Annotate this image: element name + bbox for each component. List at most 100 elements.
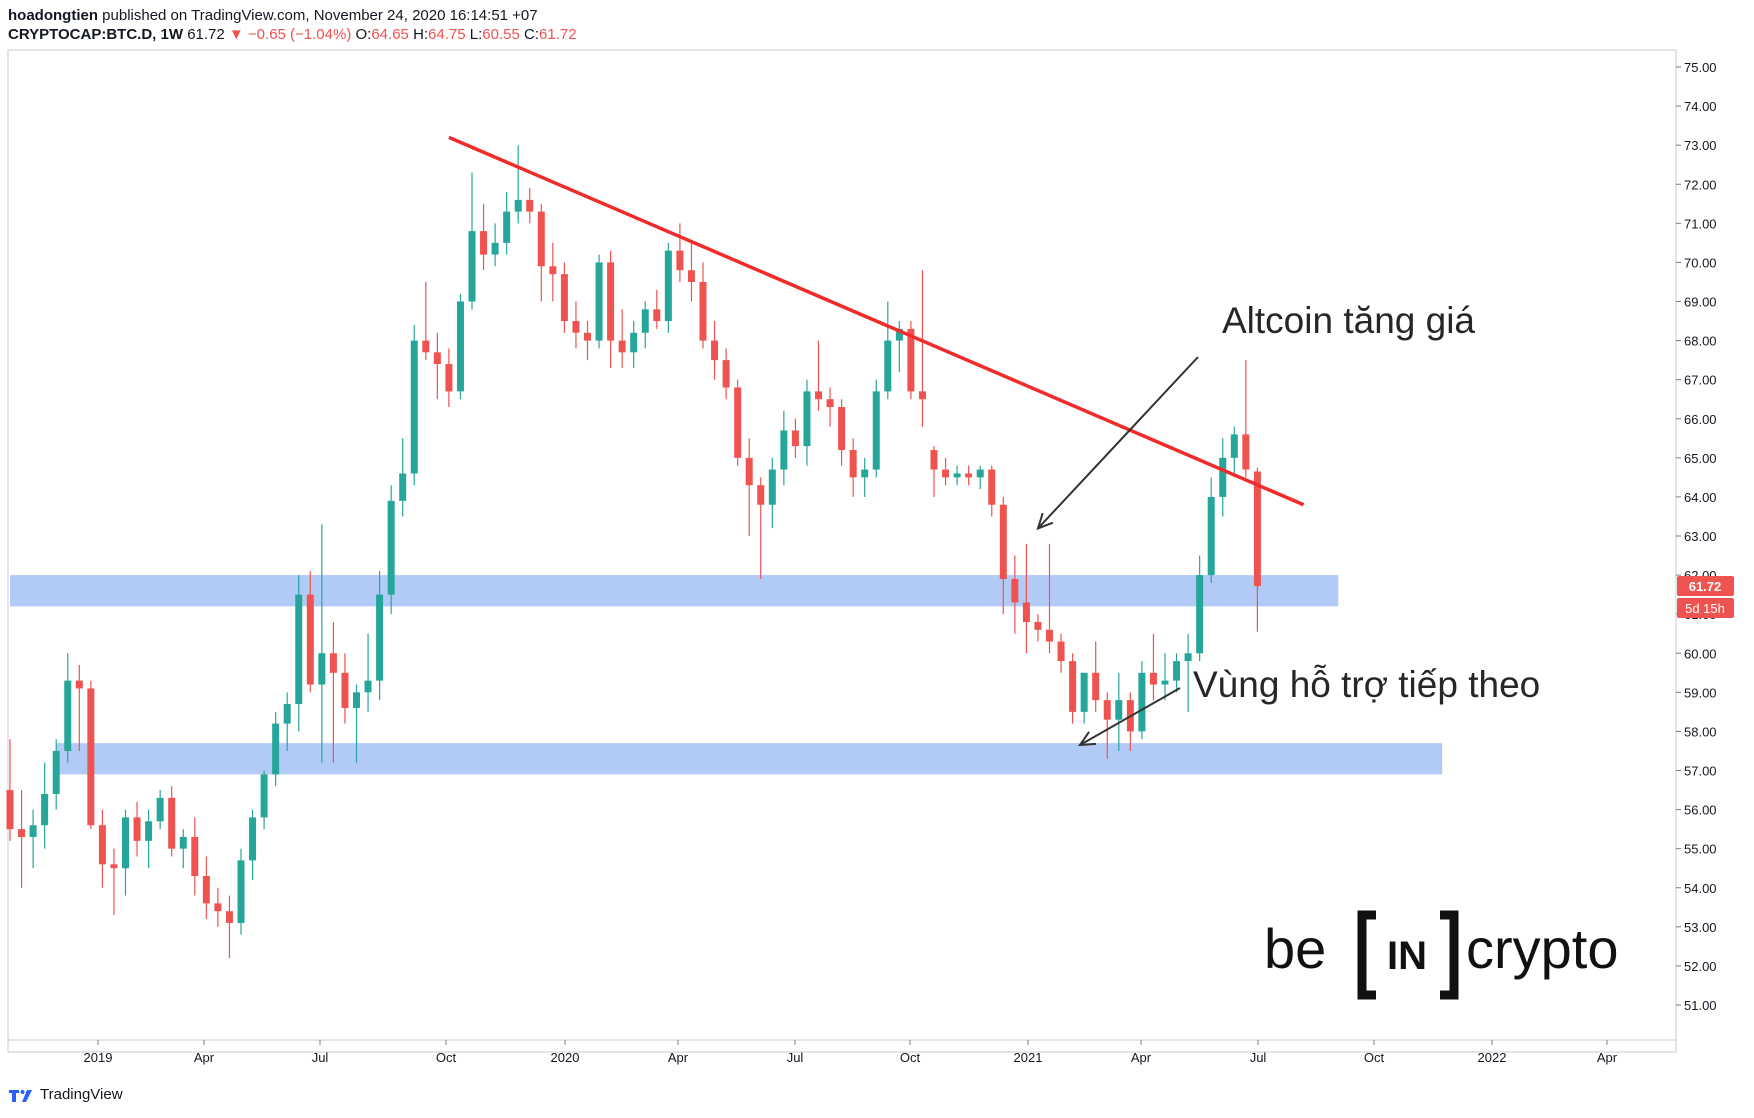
support-zone-1 — [10, 575, 1339, 607]
annotation-support-arrow-head — [1078, 731, 1097, 747]
candle-body — [202, 876, 210, 904]
candle-body — [849, 450, 857, 478]
candle-body — [988, 469, 996, 505]
candle-body — [838, 407, 846, 451]
candle-body — [641, 309, 649, 333]
candle-body — [318, 653, 326, 685]
candle-body — [1080, 672, 1088, 712]
candle-body — [306, 594, 314, 685]
candle-body — [803, 391, 811, 447]
candle-body — [1196, 575, 1204, 654]
x-tick-label: Jul — [1250, 1050, 1267, 1065]
open-label: O: — [355, 26, 372, 43]
beincrypto-watermark: be IN crypto — [1264, 910, 1619, 1000]
watermark-bracket-right — [1440, 910, 1459, 1000]
candle-body — [1253, 471, 1261, 587]
y-tick-label: 58.00 — [1684, 724, 1717, 739]
candle-body — [514, 199, 522, 212]
y-tick-label: 57.00 — [1684, 764, 1717, 779]
candle-body — [445, 364, 453, 392]
candle-body — [260, 774, 268, 818]
candle-body — [1034, 621, 1042, 630]
candle-body — [410, 340, 418, 474]
candle-body — [976, 469, 984, 478]
candle-body — [353, 692, 360, 708]
candle-body — [145, 821, 153, 841]
candle-body — [895, 328, 903, 341]
candle-body — [1138, 672, 1146, 732]
candle-body — [18, 829, 26, 837]
y-tick-label: 67.00 — [1684, 373, 1717, 388]
candle-body — [503, 211, 511, 243]
y-axis[interactable]: 51.00 52.00 53.00 54.00 55.00 56.00 57.00 58.00… — [1676, 60, 1717, 1013]
annotation-altcoin-arrow — [1037, 356, 1199, 530]
candle-body — [965, 473, 973, 478]
candle-body — [387, 500, 395, 595]
price-tags: 61.72 5d 15h — [1677, 576, 1734, 619]
candle-body — [884, 340, 892, 392]
countdown-tag — [1677, 598, 1734, 619]
candle-body — [456, 301, 464, 392]
candle-body — [341, 672, 349, 708]
candle-body — [191, 836, 199, 877]
candle-body — [953, 473, 961, 478]
candle-body — [526, 199, 534, 212]
candle-body — [1046, 629, 1053, 642]
candle-body — [1103, 700, 1111, 720]
candle-body — [1057, 641, 1065, 662]
low-value: 60.55 — [482, 26, 520, 43]
candle-body — [1184, 653, 1192, 662]
candle-body — [249, 817, 257, 861]
y-tick-label: 66.00 — [1684, 412, 1717, 427]
candle-body — [364, 680, 372, 693]
candle-body — [122, 817, 129, 869]
candle-body — [422, 340, 430, 353]
y-tick-label: 75.00 — [1684, 60, 1717, 75]
candle-body — [225, 911, 233, 923]
candle-body — [480, 231, 488, 255]
candle-body — [1161, 680, 1169, 685]
x-tick-label: 2019 — [84, 1050, 113, 1065]
x-tick-label: Apr — [1597, 1050, 1618, 1065]
candle-body — [133, 817, 141, 841]
candle-body — [768, 469, 776, 505]
candle-body — [618, 340, 626, 353]
author-name[interactable]: hoadongtien — [8, 7, 98, 24]
x-tick-label: 2022 — [1478, 1050, 1507, 1065]
x-axis[interactable]: 2019 Apr Jul Oct 2020 Apr Jul Oct 2021 Apr Jul Oct 2… — [84, 1040, 1618, 1065]
candle-body — [630, 332, 638, 353]
trendline-layer[interactable] — [448, 135, 1305, 507]
candle-body — [549, 266, 557, 275]
candle-body — [87, 688, 95, 826]
y-tick-label: 51.00 — [1684, 998, 1717, 1013]
y-tick-label: 64.00 — [1684, 490, 1717, 505]
x-tick-label: Apr — [194, 1050, 215, 1065]
candle-body — [676, 250, 684, 271]
candle-body — [1115, 700, 1123, 720]
annotation-altcoin-label: Altcoin tăng giá — [1222, 300, 1475, 341]
ohlc-line: CRYPTOCAP:BTC.D, 1W 61.72 ▼ −0.65 (−1.04… — [8, 25, 577, 44]
candle-body — [1149, 672, 1157, 685]
candle-body — [699, 281, 707, 341]
candle-body — [999, 504, 1007, 579]
candle-body — [6, 790, 14, 830]
watermark-in: IN — [1387, 934, 1427, 978]
y-tick-label: 73.00 — [1684, 138, 1717, 153]
y-tick-label: 52.00 — [1684, 959, 1717, 974]
x-tick-label: Jul — [312, 1050, 329, 1065]
candle-body — [468, 231, 476, 302]
y-tick-label: 69.00 — [1684, 295, 1717, 310]
candle-body — [156, 797, 164, 822]
countdown-tag-text: 5d 15h — [1685, 601, 1725, 616]
x-tick-label: Oct — [900, 1050, 921, 1065]
candle-body — [918, 391, 926, 400]
candle-body — [1242, 434, 1250, 470]
candle-body — [1207, 496, 1215, 576]
candle-body — [722, 360, 730, 388]
candle-body — [734, 387, 742, 458]
tradingview-footer[interactable]: TradingView — [8, 1086, 123, 1103]
candle-body — [872, 391, 880, 470]
footer-brand: TradingView — [40, 1086, 123, 1103]
candle-body — [272, 723, 280, 775]
